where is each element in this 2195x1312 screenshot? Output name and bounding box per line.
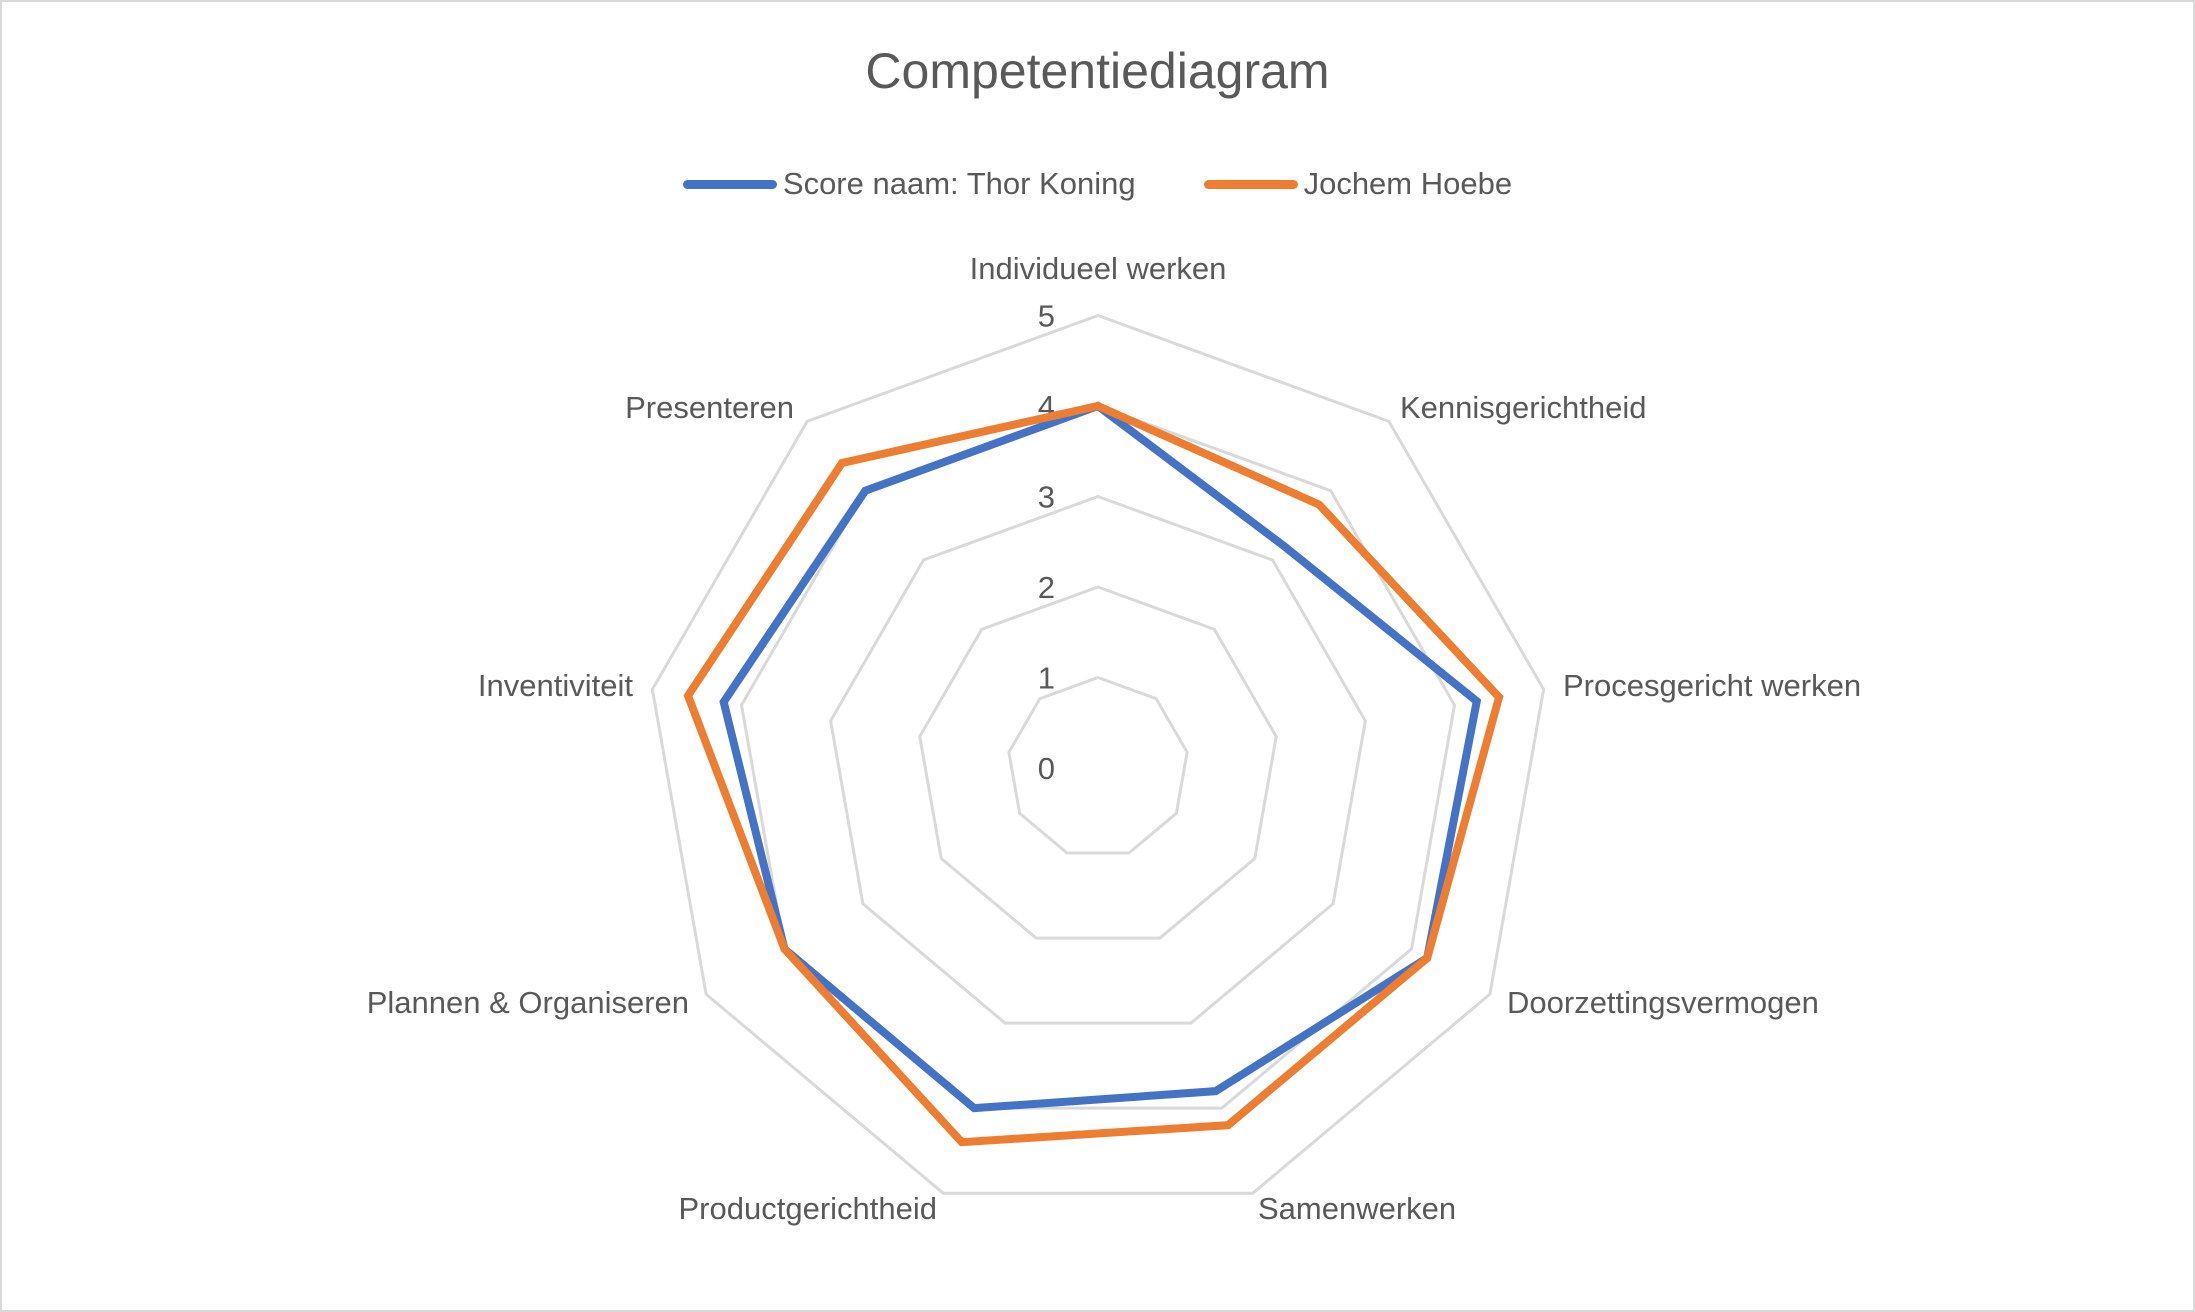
axis-label-kennisgerichtheid: Kennisgerichtheid <box>1400 390 1646 425</box>
legend-label: Score naam: Thor Koning <box>782 166 1136 201</box>
grid-ring-2 <box>918 585 1278 940</box>
grid-ring-3 <box>829 494 1367 1025</box>
legend-swatch-orange-line-icon <box>1203 179 1298 189</box>
axis-label-samenwerken: Samenwerken <box>1258 1191 1456 1226</box>
radar-gridlines <box>650 313 1546 1195</box>
tick-label: 1 <box>1038 661 1055 696</box>
axis-label-productgerichtheid: Productgerichtheid <box>679 1191 938 1226</box>
axis-label-plannen-organiseren: Plannen & Organiseren <box>367 985 689 1020</box>
grid-ring-1 <box>1007 675 1189 855</box>
axis-label-individueel-werken: Individueel werken <box>970 251 1227 286</box>
tick-label: 2 <box>1038 570 1055 605</box>
legend: Score naam: Thor Koning Jochem Hoebe <box>0 166 2195 202</box>
series-line-thor-koning[interactable] <box>719 401 1482 1113</box>
axis-label-procesgericht-werken: Procesgericht werken <box>1563 668 1861 703</box>
axis-label-inventiviteit: Inventiviteit <box>478 668 633 703</box>
tick-label: 5 <box>1038 299 1055 334</box>
series-line-jochem-hoebe[interactable] <box>683 401 1504 1147</box>
tick-label: 0 <box>1038 751 1055 786</box>
tick-label: 3 <box>1038 480 1055 515</box>
axis-label-presenteren: Presenteren <box>625 390 794 425</box>
legend-item-thor-koning[interactable]: Score naam: Thor Koning <box>682 166 1136 202</box>
chart-title: Competentiediagram <box>865 43 1330 99</box>
axis-label-doorzettingsvermogen: Doorzettingsvermogen <box>1507 985 1819 1020</box>
legend-label: Jochem Hoebe <box>1303 166 1513 201</box>
grid-ring-4 <box>739 404 1457 1110</box>
data-series <box>683 401 1504 1147</box>
legend-swatch-blue-line-icon <box>682 179 777 189</box>
legend-item-jochem-hoebe[interactable]: Jochem Hoebe <box>1203 166 1513 202</box>
grid-ring-5 <box>650 313 1546 1195</box>
category-axis-labels: Individueel werken Kennisgerichtheid Proce… <box>367 251 1861 1226</box>
